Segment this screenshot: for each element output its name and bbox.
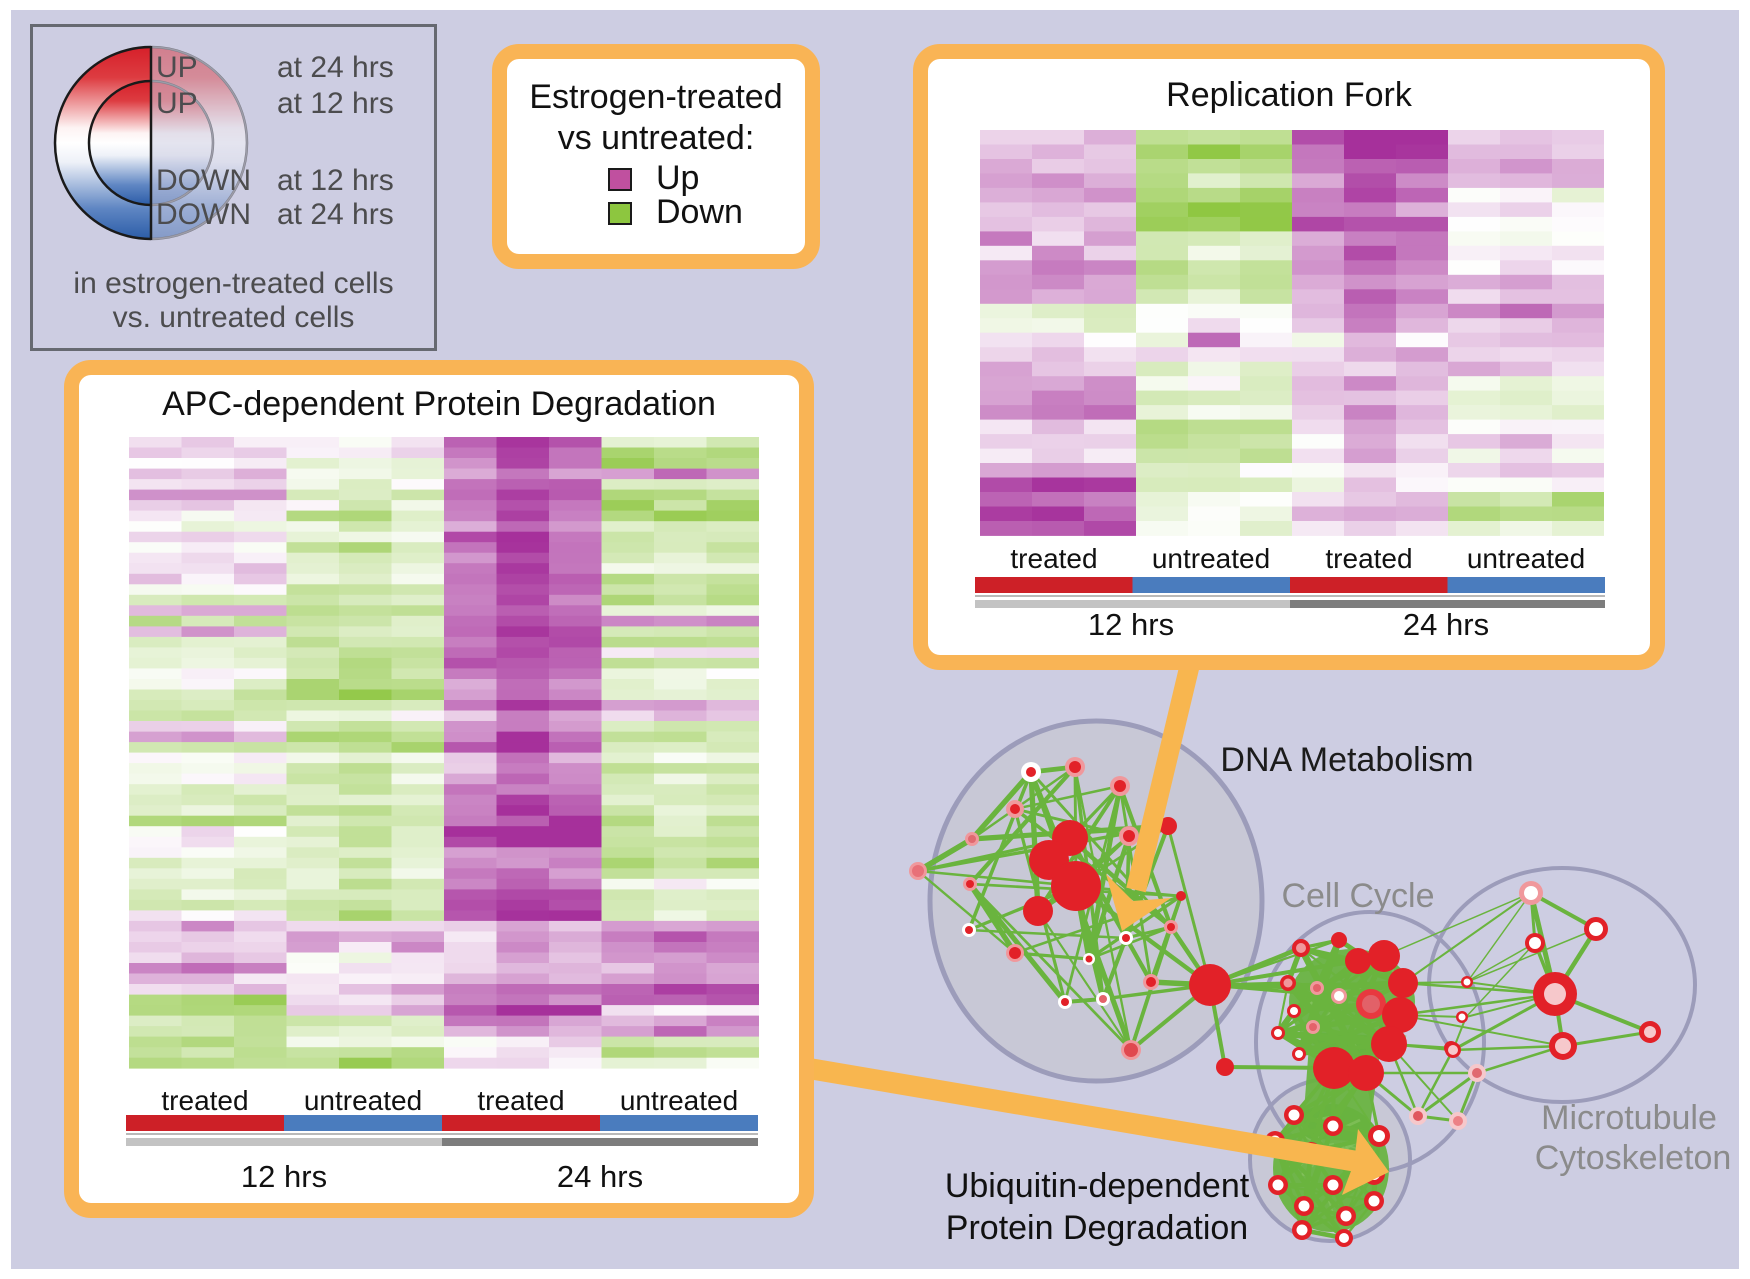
svg-text:Cytoskeleton: Cytoskeleton	[1535, 1139, 1732, 1177]
svg-text:Microtubule: Microtubule	[1541, 1099, 1717, 1137]
svg-text:Protein Degradation: Protein Degradation	[946, 1209, 1248, 1247]
svg-text:Ubiquitin-dependent: Ubiquitin-dependent	[945, 1167, 1250, 1205]
svg-text:Cell Cycle: Cell Cycle	[1281, 877, 1434, 915]
svg-text:DNA Metabolism: DNA Metabolism	[1220, 741, 1473, 779]
